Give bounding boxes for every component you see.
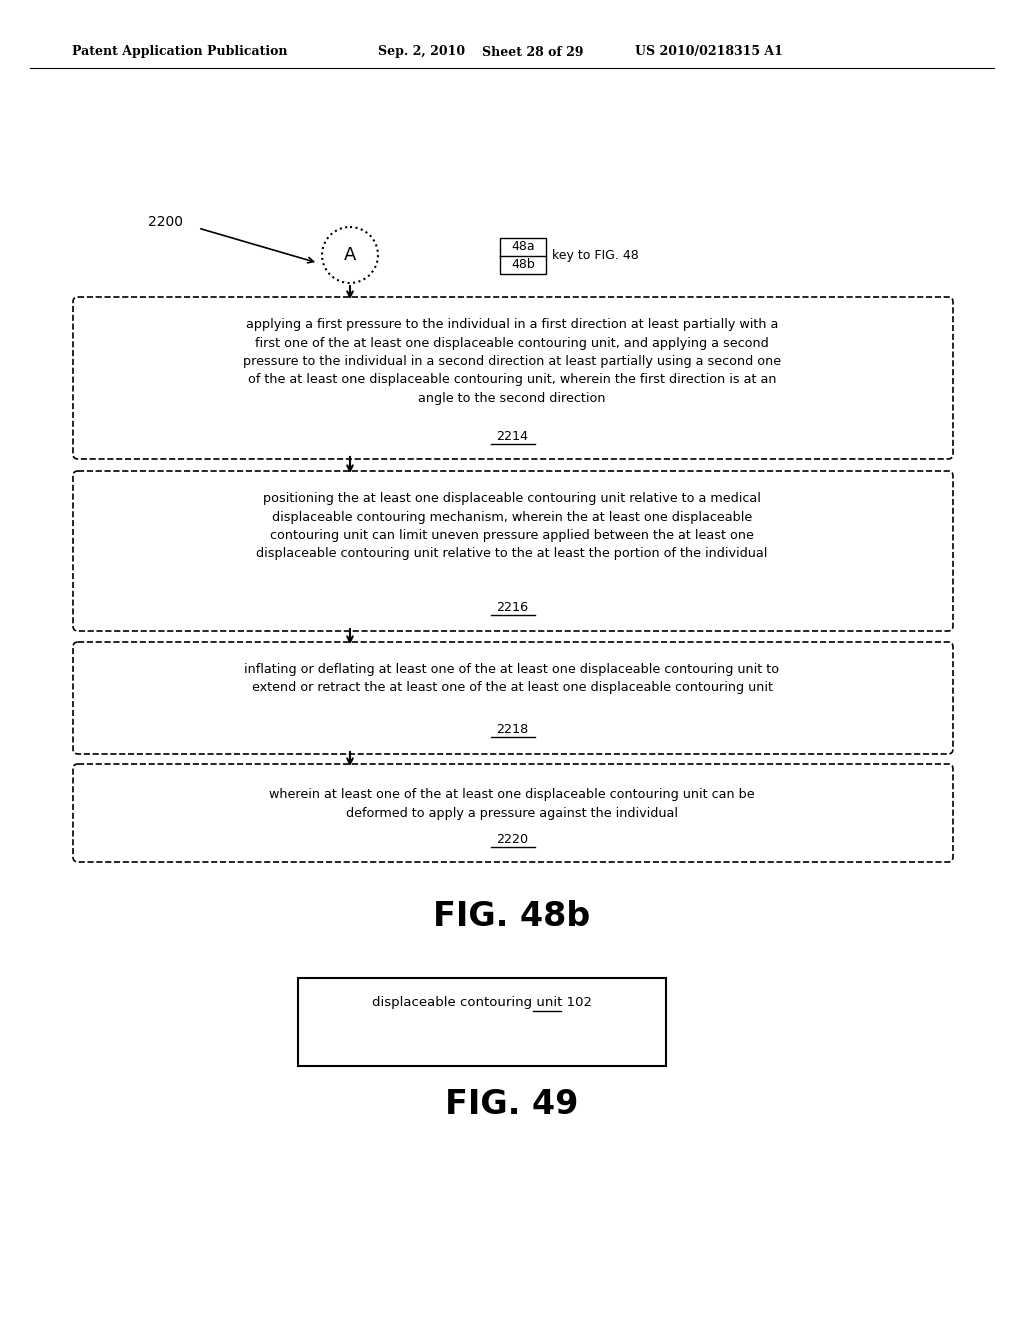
Text: Sheet 28 of 29: Sheet 28 of 29 [482,45,584,58]
FancyBboxPatch shape [73,297,953,459]
Text: inflating or deflating at least one of the at least one displaceable contouring : inflating or deflating at least one of t… [245,663,779,694]
Text: 2214: 2214 [496,430,528,444]
Text: 2218: 2218 [496,723,528,737]
Text: FIG. 49: FIG. 49 [445,1088,579,1121]
Text: 2216: 2216 [496,601,528,614]
FancyBboxPatch shape [73,471,953,631]
Text: US 2010/0218315 A1: US 2010/0218315 A1 [635,45,783,58]
Text: 48a: 48a [511,240,535,253]
Text: applying a first pressure to the individual in a first direction at least partia: applying a first pressure to the individ… [243,318,781,405]
Text: 2220: 2220 [496,833,528,846]
FancyBboxPatch shape [73,642,953,754]
Text: 48b: 48b [511,259,535,272]
Text: A: A [344,246,356,264]
FancyBboxPatch shape [500,238,546,275]
Text: FIG. 48b: FIG. 48b [433,900,591,933]
Text: positioning the at least one displaceable contouring unit relative to a medical
: positioning the at least one displaceabl… [256,492,768,561]
Text: key to FIG. 48: key to FIG. 48 [552,249,639,263]
Text: 2200: 2200 [148,215,183,228]
Text: Sep. 2, 2010: Sep. 2, 2010 [378,45,465,58]
FancyBboxPatch shape [73,764,953,862]
Text: displaceable contouring unit 102: displaceable contouring unit 102 [372,997,592,1008]
Text: wherein at least one of the at least one displaceable contouring unit can be
def: wherein at least one of the at least one… [269,788,755,820]
Text: Patent Application Publication: Patent Application Publication [72,45,288,58]
FancyBboxPatch shape [298,978,666,1067]
